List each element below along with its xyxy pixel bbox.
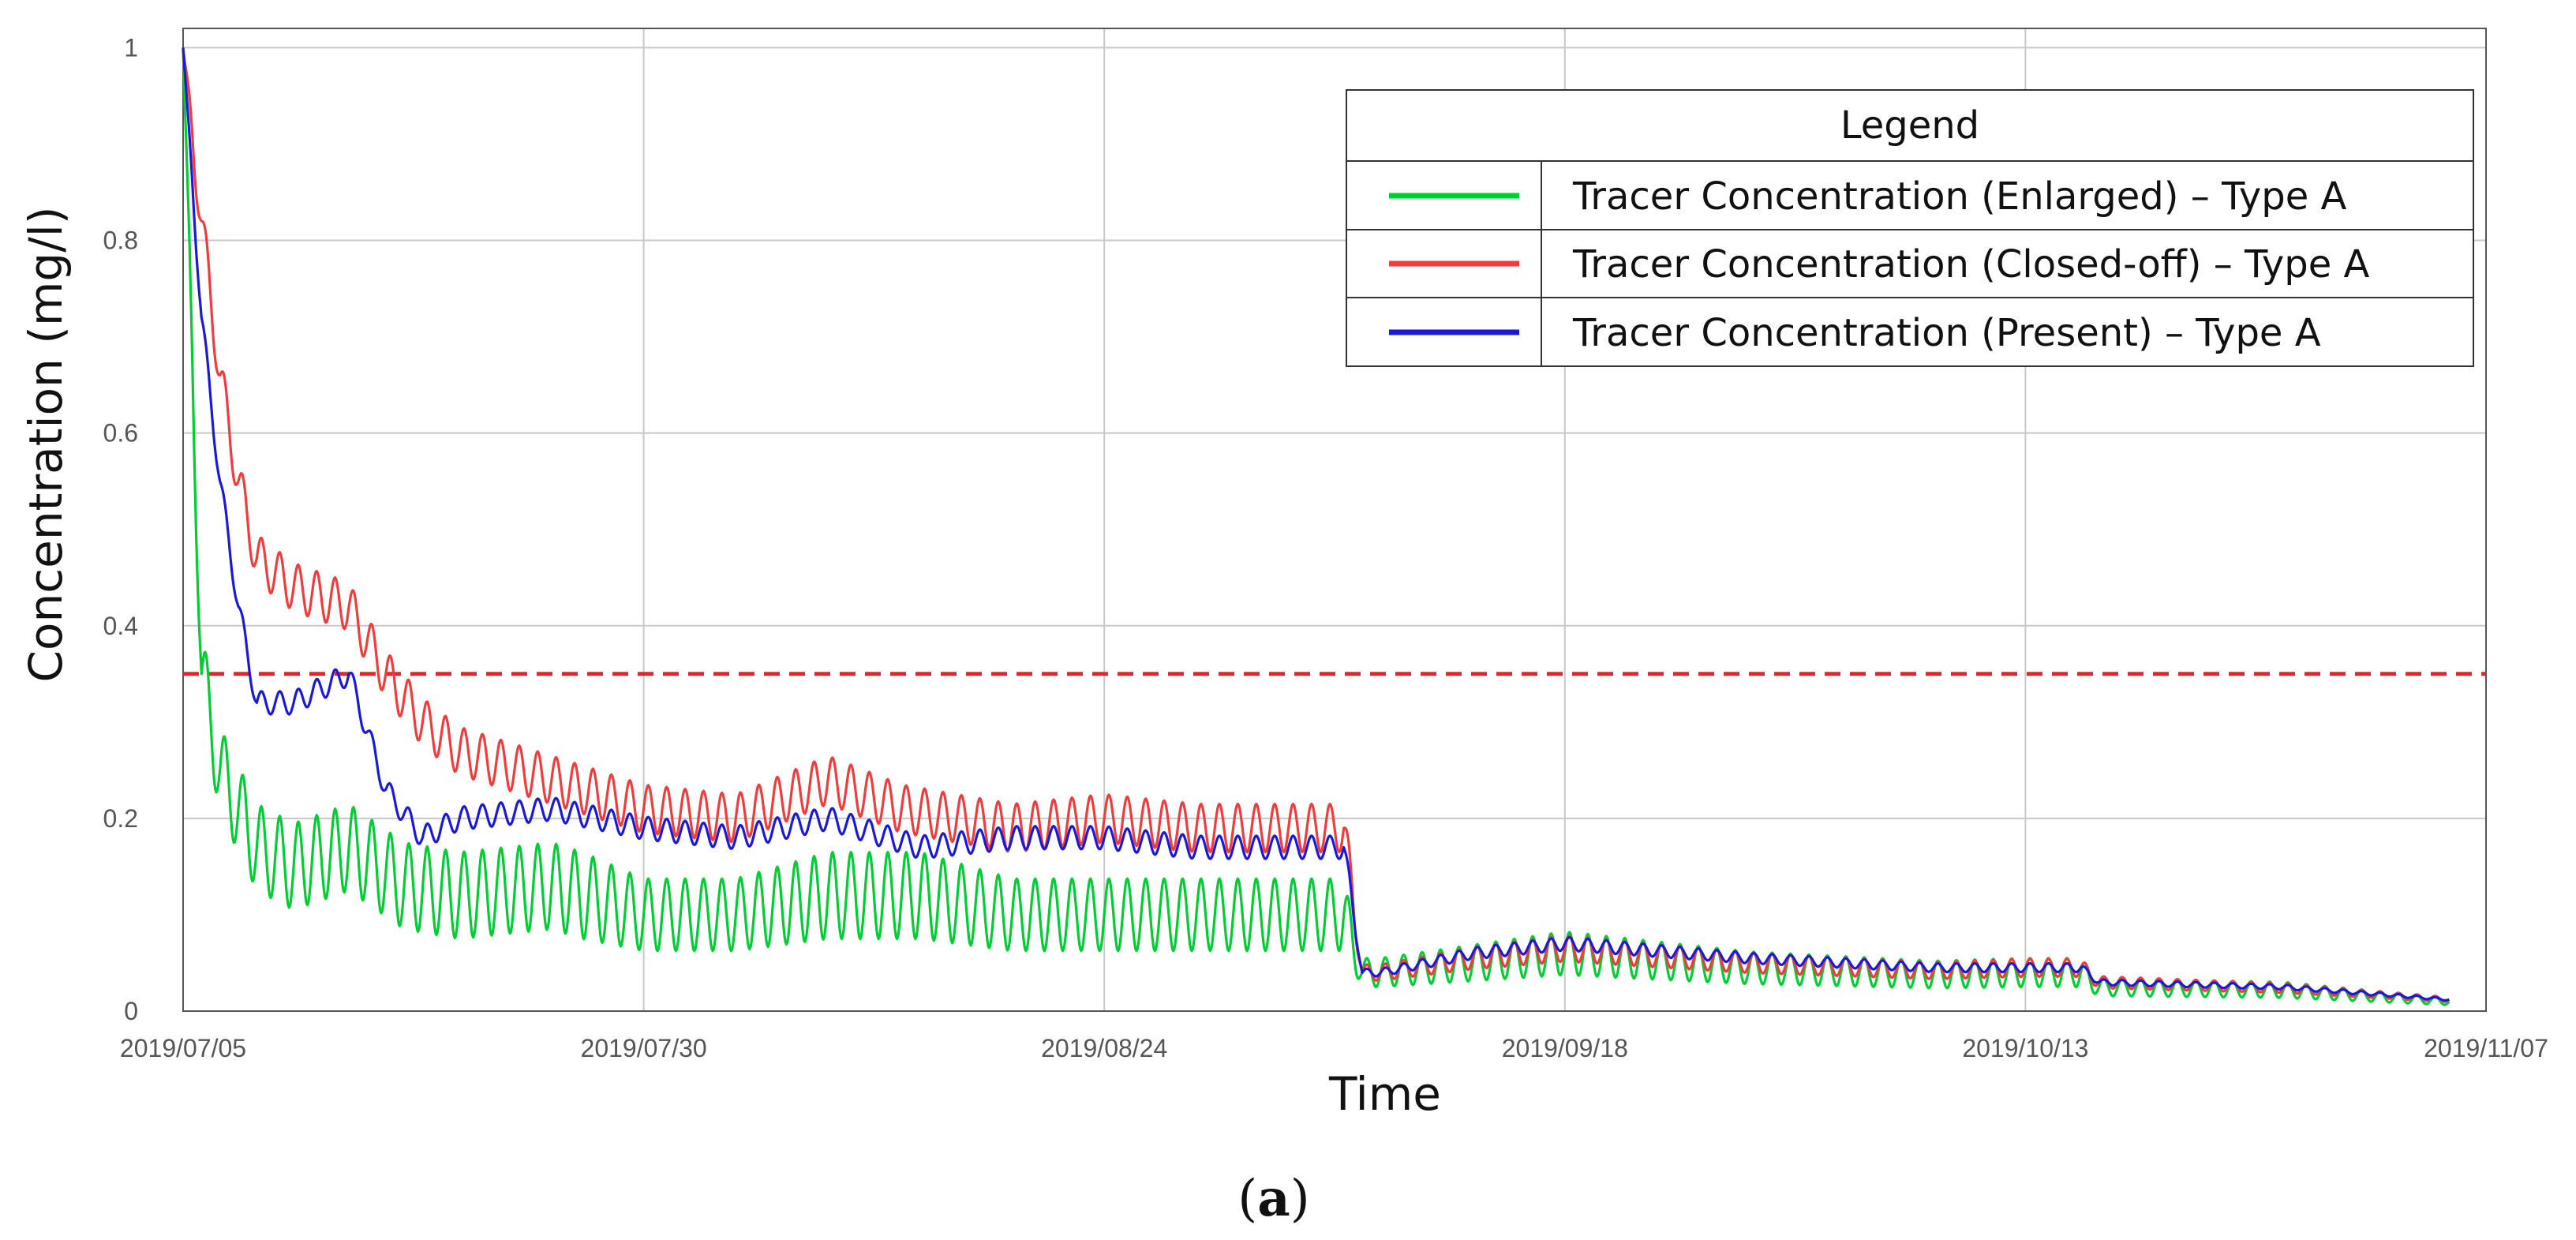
y-axis-title: Concentration (mg/l) <box>19 207 73 683</box>
y-tick-label: 0.2 <box>103 804 138 833</box>
legend-title: Legend <box>1840 103 1979 148</box>
legend-label-closed-off: Tracer Concentration (Closed-off) – Type… <box>1572 242 2370 287</box>
panel-label-letter: a <box>1257 1169 1290 1228</box>
series-lines <box>182 47 2451 1006</box>
x-tick-label: 2019/09/18 <box>1502 1034 1628 1062</box>
x-tick-label: 2019/10/13 <box>1962 1034 2088 1062</box>
legend-label-present: Tracer Concentration (Present) – Type A <box>1572 311 2321 355</box>
series-line-0 <box>182 47 2451 1006</box>
series-line-2 <box>182 47 2450 1002</box>
x-axis-tick-labels: 2019/07/05 2019/07/30 2019/08/24 2019/09/18… <box>120 1034 2548 1062</box>
legend-box <box>1346 89 2474 367</box>
y-axis-tick-labels: 0 0.2 0.4 0.6 0.8 1 <box>103 33 138 1025</box>
y-tick-label: 0 <box>124 997 138 1025</box>
x-tick-label: 2019/08/24 <box>1041 1034 1167 1062</box>
y-tick-label: 0.8 <box>103 227 138 255</box>
y-tick-label: 0.4 <box>103 612 138 640</box>
x-axis-title: Time <box>1328 1067 1441 1121</box>
x-tick-label: 2019/07/30 <box>581 1034 707 1062</box>
x-tick-label: 2019/07/05 <box>120 1034 246 1062</box>
plot-area-frame <box>182 28 2487 1012</box>
legend-label-enlarged: Tracer Concentration (Enlarged) – Type A <box>1572 174 2346 219</box>
y-tick-label: 1 <box>124 33 138 62</box>
x-tick-label: 2019/11/07 <box>2424 1034 2548 1062</box>
panel-label: (a) <box>1237 1169 1309 1228</box>
legend: Legend Tracer Concentration (Enlarged) –… <box>1346 89 2474 367</box>
y-tick-label: 0.6 <box>103 419 138 448</box>
